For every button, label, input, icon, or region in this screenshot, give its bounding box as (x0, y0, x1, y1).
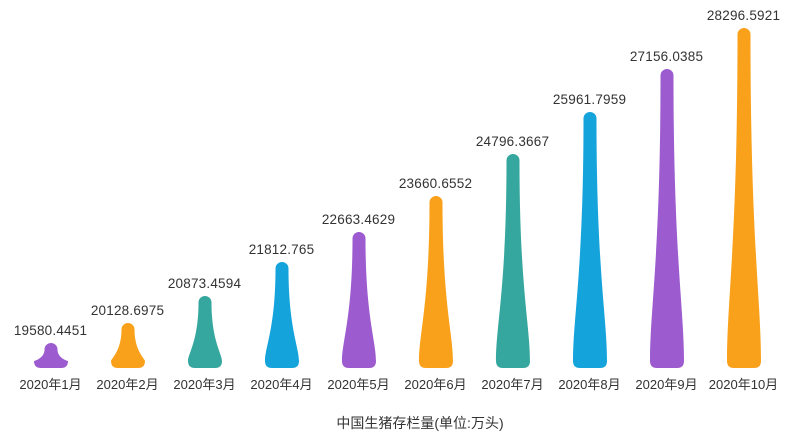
bar-column: 27156.0385 (628, 49, 705, 368)
teardrop-bar[interactable] (339, 232, 379, 368)
plot-area: 19580.4451 20128.6975 20873.4594 21812.765 2… (12, 8, 782, 368)
teardrop-bar[interactable] (724, 28, 764, 368)
bar-value-label: 28296.5921 (706, 8, 781, 23)
bar-column: 23660.6552 (397, 176, 474, 368)
x-axis-label: 2020年10月 (708, 377, 779, 392)
x-axis-label: 2020年1月 (19, 377, 82, 392)
teardrop-bar[interactable] (570, 112, 610, 368)
teardrop-bar[interactable] (647, 69, 687, 368)
teardrop-bar[interactable] (416, 196, 456, 368)
x-axis-label: 2020年6月 (404, 377, 467, 392)
chart-title: 中国生猪存栏量(单位:万头) (336, 415, 504, 431)
bar-value-label: 24796.3667 (475, 134, 550, 149)
bar-column: 25961.7959 (551, 92, 628, 368)
bar-value-label: 27156.0385 (629, 49, 704, 64)
x-axis-label: 2020年8月 (558, 377, 621, 392)
teardrop-bar[interactable] (31, 343, 71, 368)
x-axis-label: 2020年7月 (481, 377, 544, 392)
bar-value-label: 22663.4629 (321, 212, 396, 227)
teardrop-bar[interactable] (108, 323, 148, 368)
bar-column: 19580.4451 (12, 323, 89, 368)
bar-column: 21812.765 (243, 242, 320, 368)
bar-value-label: 20873.4594 (167, 276, 242, 291)
teardrop-bar[interactable] (262, 262, 302, 368)
bar-column: 28296.5921 (705, 8, 782, 368)
x-axis-label: 2020年3月 (173, 377, 236, 392)
x-axis-label: 2020年9月 (635, 377, 698, 392)
teardrop-bar[interactable] (185, 296, 225, 368)
teardrop-bar[interactable] (493, 154, 533, 368)
x-axis-label: 2020年2月 (96, 377, 159, 392)
bar-value-label: 23660.6552 (398, 176, 473, 191)
x-axis-label: 2020年4月 (250, 377, 313, 392)
bar-value-label: 20128.6975 (90, 303, 165, 318)
x-axis: 2020年1月 2020年2月 2020年3月 2020年4月 2020年5月 2020年… (0, 374, 800, 393)
bar-value-label: 19580.4451 (13, 323, 88, 338)
x-axis-label: 2020年5月 (327, 377, 390, 392)
bar-column: 24796.3667 (474, 134, 551, 368)
bar-value-label: 25961.7959 (552, 92, 627, 107)
bar-value-label: 21812.765 (248, 242, 315, 257)
bar-column: 20128.6975 (89, 303, 166, 368)
bar-column: 20873.4594 (166, 276, 243, 368)
bar-column: 22663.4629 (320, 212, 397, 368)
